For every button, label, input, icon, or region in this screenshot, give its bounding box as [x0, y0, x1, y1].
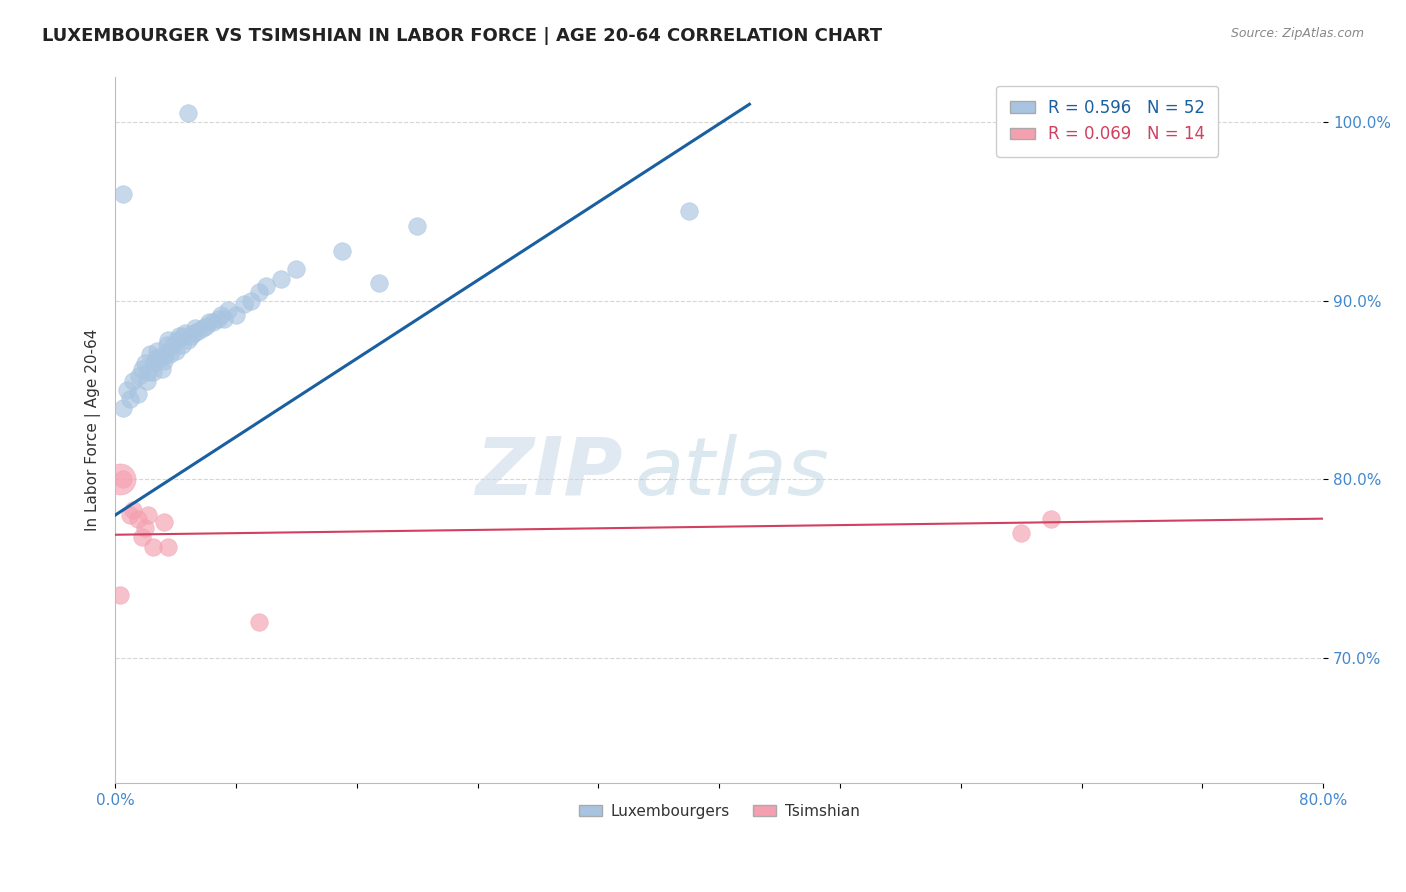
Point — [247, 285, 270, 299]
Text: ZIP: ZIP — [475, 434, 623, 512]
Point — [108, 589, 131, 603]
Point — [198, 315, 221, 329]
Point — [150, 361, 173, 376]
Point — [173, 326, 195, 340]
Point — [368, 276, 391, 290]
Point — [330, 244, 353, 258]
Point — [120, 392, 142, 406]
Point — [217, 302, 239, 317]
Point — [247, 615, 270, 630]
Point — [143, 356, 166, 370]
Point — [285, 261, 308, 276]
Point — [165, 343, 187, 358]
Point — [176, 333, 198, 347]
Point — [212, 311, 235, 326]
Point — [183, 326, 205, 340]
Text: atlas: atlas — [634, 434, 830, 512]
Legend: Luxembourgers, Tsimshian: Luxembourgers, Tsimshian — [572, 797, 866, 825]
Point — [270, 272, 292, 286]
Point — [207, 311, 229, 326]
Point — [108, 472, 131, 486]
Point — [135, 374, 157, 388]
Point — [162, 338, 184, 352]
Point — [122, 374, 145, 388]
Point — [225, 308, 247, 322]
Point — [187, 324, 209, 338]
Point — [122, 502, 145, 516]
Point — [117, 383, 139, 397]
Point — [138, 365, 160, 379]
Point — [155, 338, 177, 352]
Point — [176, 106, 198, 120]
Point — [167, 329, 190, 343]
Point — [134, 520, 156, 534]
Point — [138, 508, 160, 522]
Point — [153, 347, 176, 361]
Point — [134, 356, 156, 370]
Point — [240, 293, 263, 308]
Point — [170, 338, 193, 352]
Point — [152, 354, 174, 368]
Point — [131, 361, 153, 376]
Point — [145, 351, 167, 365]
Point — [1010, 525, 1032, 540]
Point — [172, 329, 194, 343]
Point — [111, 186, 134, 201]
Y-axis label: In Labor Force | Age 20-64: In Labor Force | Age 20-64 — [86, 329, 101, 532]
Point — [202, 315, 225, 329]
Text: LUXEMBOURGER VS TSIMSHIAN IN LABOR FORCE | AGE 20-64 CORRELATION CHART: LUXEMBOURGER VS TSIMSHIAN IN LABOR FORCE… — [42, 27, 883, 45]
Point — [152, 515, 174, 529]
Point — [149, 351, 172, 365]
Point — [232, 297, 254, 311]
Point — [146, 343, 169, 358]
Point — [111, 401, 134, 415]
Point — [139, 347, 162, 361]
Point — [254, 279, 277, 293]
Point — [166, 333, 188, 347]
Point — [128, 368, 150, 383]
Point — [191, 320, 214, 334]
Text: Source: ZipAtlas.com: Source: ZipAtlas.com — [1230, 27, 1364, 40]
Point — [406, 219, 429, 233]
Point — [209, 308, 232, 322]
Point — [111, 472, 134, 486]
Point — [184, 320, 207, 334]
Point — [127, 511, 149, 525]
Point — [1040, 511, 1063, 525]
Point — [131, 529, 153, 543]
Point — [127, 386, 149, 401]
Point — [142, 365, 165, 379]
Point — [194, 318, 217, 333]
Point — [157, 541, 180, 555]
Point — [159, 347, 181, 361]
Point — [180, 329, 202, 343]
Point — [678, 204, 700, 219]
Point — [120, 508, 142, 522]
Point — [157, 333, 180, 347]
Point — [142, 541, 165, 555]
